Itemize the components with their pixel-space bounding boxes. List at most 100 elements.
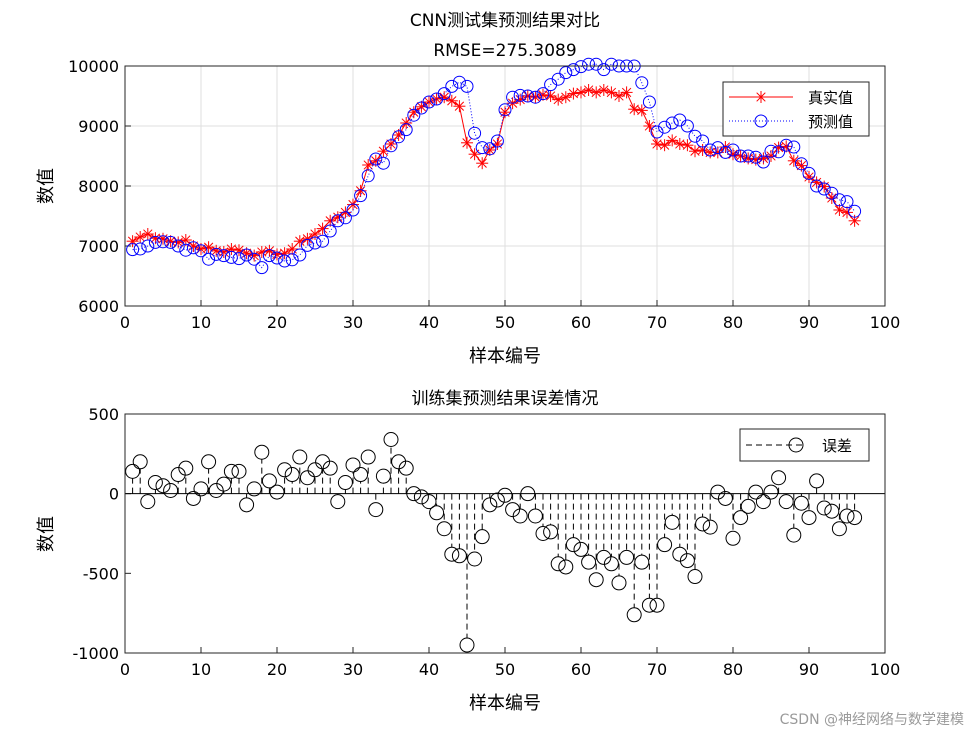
error-point-49 (489, 492, 505, 508)
error-point-71 (657, 537, 673, 553)
true-point-74 (681, 139, 694, 152)
top-xtick-label-8: 80 (723, 313, 743, 332)
legend-label-pred: 预测值 (808, 113, 853, 131)
error-point-6 (163, 482, 179, 498)
top-ytick-label-3: 9000 (78, 117, 119, 136)
true-point-60 (575, 86, 587, 99)
true-point-59 (567, 87, 580, 100)
true-point-26 (316, 222, 329, 235)
error-point-84 (755, 494, 771, 510)
top-ytick-label-2: 8000 (78, 177, 119, 196)
true-point-33-d2 (371, 156, 381, 166)
pred-point-33 (369, 152, 383, 166)
true-point-19-d2 (264, 246, 275, 256)
error-point-93 (824, 503, 840, 519)
true-point-65-d2 (614, 91, 624, 101)
watermark: CSDN @神经网络与数学建模 (780, 712, 964, 728)
error-point-88 (786, 527, 802, 543)
top-title-line2: RMSE=275.3089 (433, 41, 576, 61)
true-point-24 (301, 232, 314, 245)
error-point-81 (733, 510, 749, 526)
true-point-95 (841, 206, 853, 219)
true-point-71-d2 (659, 140, 670, 150)
pred-point-64 (604, 57, 618, 71)
true-point-67-d2 (629, 104, 639, 114)
error-point-82 (740, 498, 756, 514)
pred-point-5 (156, 235, 170, 249)
error-point-37 (398, 460, 414, 476)
pred-point-47 (475, 141, 489, 155)
top-title-line1: CNN测试集预测结果对比 (410, 11, 600, 31)
bottom-ytick-label-0: 500 (88, 405, 119, 424)
pred-point-94 (832, 193, 846, 207)
bottom-xtick-label-1: 10 (191, 660, 211, 679)
pred-point-32 (361, 169, 375, 183)
true-point-30-d2 (348, 199, 358, 210)
pred-point-8 (179, 243, 193, 257)
error-point-31 (353, 467, 369, 483)
error-point-33 (368, 502, 384, 518)
true-point-46 (468, 148, 481, 161)
pred-point-49 (490, 134, 504, 148)
true-point-16-d2 (241, 248, 252, 258)
true-point-61-d2 (583, 85, 594, 95)
true-point-88-d2 (789, 156, 799, 166)
true-point-75 (689, 145, 701, 158)
pred-point-54 (528, 90, 542, 104)
error-point-62 (588, 572, 604, 588)
bottom-xtick-label-8: 80 (723, 660, 743, 679)
error-point-8 (178, 460, 194, 476)
error-point-73 (672, 546, 688, 562)
error-point-42 (436, 521, 452, 537)
error-point-53 (520, 486, 536, 502)
error-point-72 (664, 514, 680, 530)
error-point-70 (649, 597, 665, 613)
true-point-79-d2 (720, 142, 731, 152)
top-chart: 0 10 20 30 40 50 60 70 80 90 100 6000 7000 8000 9000 10… (36, 11, 900, 367)
top-ytick-label-4: 10000 (68, 57, 119, 76)
true-point-66-d2 (621, 87, 632, 98)
true-point-38 (407, 106, 420, 119)
true-point-59-d2 (568, 88, 579, 99)
pred-point-30 (346, 203, 360, 217)
true-point-26-d2 (317, 223, 328, 234)
true-point-55-d2 (538, 90, 548, 100)
top-xtick-label-7: 70 (647, 313, 667, 332)
error-point-96 (847, 510, 863, 526)
pred-point-91 (810, 179, 824, 193)
pred-point-6 (164, 235, 178, 249)
top-legend: 真实值 预测值 (722, 81, 870, 137)
pred-point-76 (696, 134, 710, 148)
top-xtick-label-10: 100 (870, 313, 901, 332)
pred-point-93 (825, 186, 839, 200)
pred-point-12 (209, 247, 223, 261)
pred-point-70 (650, 125, 664, 139)
pred-point-23 (293, 248, 307, 262)
true-point-93 (825, 192, 838, 204)
error-point-50 (497, 487, 513, 503)
true-point-89-d2 (796, 160, 807, 171)
legend-marker-pred (754, 114, 768, 128)
true-point-94-d2 (834, 205, 845, 215)
error-point-13 (216, 476, 232, 492)
true-point-25-d2 (310, 229, 320, 239)
pred-point-81 (734, 149, 748, 163)
error-point-86 (771, 470, 787, 486)
bottom-xlabel: 样本编号 (469, 693, 541, 714)
error-point-67 (626, 607, 642, 623)
pred-point-27 (323, 224, 337, 238)
pred-point-21 (278, 254, 292, 268)
pred-point-75 (688, 129, 702, 143)
pred-point-28 (331, 214, 345, 228)
pred-point-84 (756, 155, 770, 169)
top-xlabel: 样本编号 (469, 346, 541, 367)
true-point-24-d2 (302, 234, 313, 244)
true-point-47-d2 (477, 158, 487, 168)
true-point-30 (347, 198, 359, 211)
error-point-3 (140, 494, 156, 510)
error-point-55 (535, 526, 551, 541)
true-point-56-d2 (545, 91, 556, 101)
error-point-79 (717, 490, 733, 506)
true-point-88 (787, 154, 800, 167)
pred-point-19 (262, 249, 276, 263)
